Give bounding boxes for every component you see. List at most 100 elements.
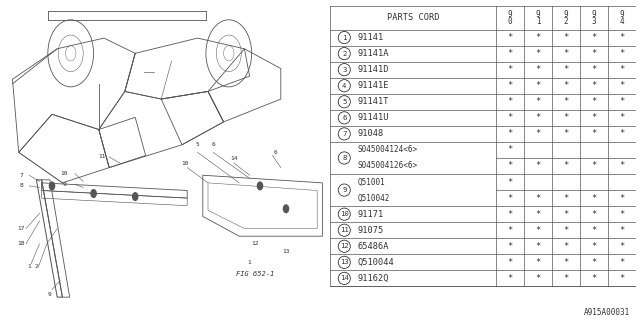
Text: 6: 6 [274, 150, 278, 155]
Text: 91141T: 91141T [357, 97, 388, 106]
Text: 7: 7 [342, 131, 346, 137]
Text: 9: 9 [591, 10, 596, 19]
Text: 14: 14 [230, 156, 237, 161]
Text: *: * [536, 97, 541, 106]
Text: *: * [619, 113, 624, 122]
Text: *: * [508, 178, 513, 187]
Text: 91141: 91141 [357, 33, 383, 42]
Text: 2: 2 [564, 17, 568, 26]
Text: *: * [508, 242, 513, 251]
Text: *: * [508, 65, 513, 74]
Text: 91075: 91075 [357, 226, 383, 235]
Text: *: * [619, 210, 624, 219]
Text: 3: 3 [342, 67, 346, 73]
Text: *: * [563, 33, 568, 42]
Text: 13: 13 [282, 249, 290, 254]
Text: FIG 652-1: FIG 652-1 [236, 271, 274, 277]
Text: *: * [536, 162, 541, 171]
Text: *: * [619, 274, 624, 283]
Text: 5: 5 [196, 142, 200, 147]
Text: *: * [591, 49, 596, 58]
Text: 1: 1 [248, 260, 252, 265]
Text: 10: 10 [340, 211, 349, 217]
Text: *: * [563, 65, 568, 74]
Text: *: * [619, 81, 624, 90]
Text: *: * [536, 33, 541, 42]
Text: *: * [619, 97, 624, 106]
Text: S045004126<6>: S045004126<6> [357, 162, 417, 171]
Text: 91141U: 91141U [357, 113, 388, 122]
Text: 12: 12 [340, 243, 349, 249]
Text: 91048: 91048 [357, 129, 383, 138]
Text: 8: 8 [20, 183, 24, 188]
Circle shape [257, 182, 262, 190]
Circle shape [284, 205, 289, 212]
Text: A915A00031: A915A00031 [584, 308, 630, 317]
Text: PARTS CORD: PARTS CORD [387, 13, 439, 22]
Text: *: * [563, 97, 568, 106]
Text: *: * [536, 129, 541, 138]
Text: *: * [508, 258, 513, 267]
Text: *: * [619, 194, 624, 203]
Text: Q510044: Q510044 [357, 258, 394, 267]
Text: *: * [563, 162, 568, 171]
Text: *: * [508, 145, 513, 155]
Text: *: * [591, 97, 596, 106]
Text: *: * [591, 274, 596, 283]
Text: 8: 8 [342, 155, 346, 161]
Text: *: * [591, 81, 596, 90]
Text: 1: 1 [342, 35, 346, 41]
Text: *: * [619, 33, 624, 42]
Text: *: * [619, 162, 624, 171]
Text: *: * [591, 258, 596, 267]
Text: 2: 2 [342, 51, 346, 57]
Text: *: * [508, 162, 513, 171]
Text: Q51001: Q51001 [357, 178, 385, 187]
Text: 13: 13 [340, 259, 349, 265]
Text: 9: 9 [63, 182, 67, 187]
Text: *: * [591, 226, 596, 235]
Text: *: * [591, 113, 596, 122]
Text: 65486A: 65486A [357, 242, 388, 251]
Text: 9: 9 [342, 187, 346, 193]
Text: 4: 4 [620, 17, 624, 26]
Text: 9: 9 [508, 10, 513, 19]
Text: 9: 9 [620, 10, 624, 19]
Text: 91171: 91171 [357, 210, 383, 219]
Text: *: * [619, 242, 624, 251]
Text: 11: 11 [340, 227, 349, 233]
Text: *: * [619, 49, 624, 58]
Text: 5: 5 [342, 99, 346, 105]
Text: *: * [591, 194, 596, 203]
Text: 4: 4 [342, 83, 346, 89]
Text: *: * [619, 258, 624, 267]
Text: *: * [536, 274, 541, 283]
Text: *: * [563, 210, 568, 219]
Text: S045004124<6>: S045004124<6> [357, 145, 417, 155]
Text: *: * [563, 258, 568, 267]
Text: 9: 9 [48, 292, 52, 297]
Circle shape [49, 182, 54, 190]
Text: 91141E: 91141E [357, 81, 388, 90]
Text: 6: 6 [342, 115, 346, 121]
Text: *: * [619, 129, 624, 138]
Text: *: * [591, 33, 596, 42]
Text: *: * [508, 226, 513, 235]
Text: *: * [563, 81, 568, 90]
Circle shape [132, 193, 138, 200]
Text: *: * [563, 113, 568, 122]
Text: *: * [508, 33, 513, 42]
Text: 10: 10 [61, 171, 68, 176]
Text: 2: 2 [35, 264, 38, 269]
Text: *: * [508, 274, 513, 283]
Text: *: * [508, 49, 513, 58]
Text: *: * [591, 162, 596, 171]
Text: *: * [536, 65, 541, 74]
Text: 18: 18 [17, 241, 24, 246]
Text: 11: 11 [98, 155, 106, 159]
Text: 91141A: 91141A [357, 49, 388, 58]
Text: 3: 3 [591, 17, 596, 26]
Text: 7: 7 [20, 173, 24, 178]
Text: *: * [563, 194, 568, 203]
Text: *: * [508, 129, 513, 138]
